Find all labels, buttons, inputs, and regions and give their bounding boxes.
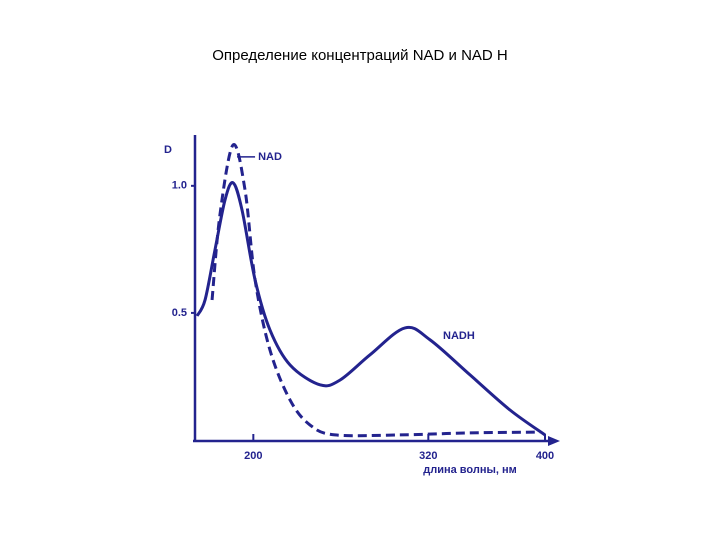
series-line: [210, 143, 541, 438]
y-tick-label: 1.0: [172, 180, 187, 192]
y-axis-label: D: [164, 144, 172, 156]
x-tick-label: 200: [244, 450, 262, 462]
series-label: NAD: [258, 151, 282, 163]
x-axis-label: длина волны, нм: [423, 464, 517, 476]
series-label: NADH: [443, 330, 475, 342]
x-axis-arrow: [548, 436, 560, 446]
series-line: [195, 181, 546, 437]
y-tick-label: 0.5: [172, 307, 187, 319]
x-tick-label: 320: [419, 450, 437, 462]
x-tick-label: 400: [536, 450, 554, 462]
chart-title: Определение концентраций NAD и NAD H: [212, 47, 508, 64]
